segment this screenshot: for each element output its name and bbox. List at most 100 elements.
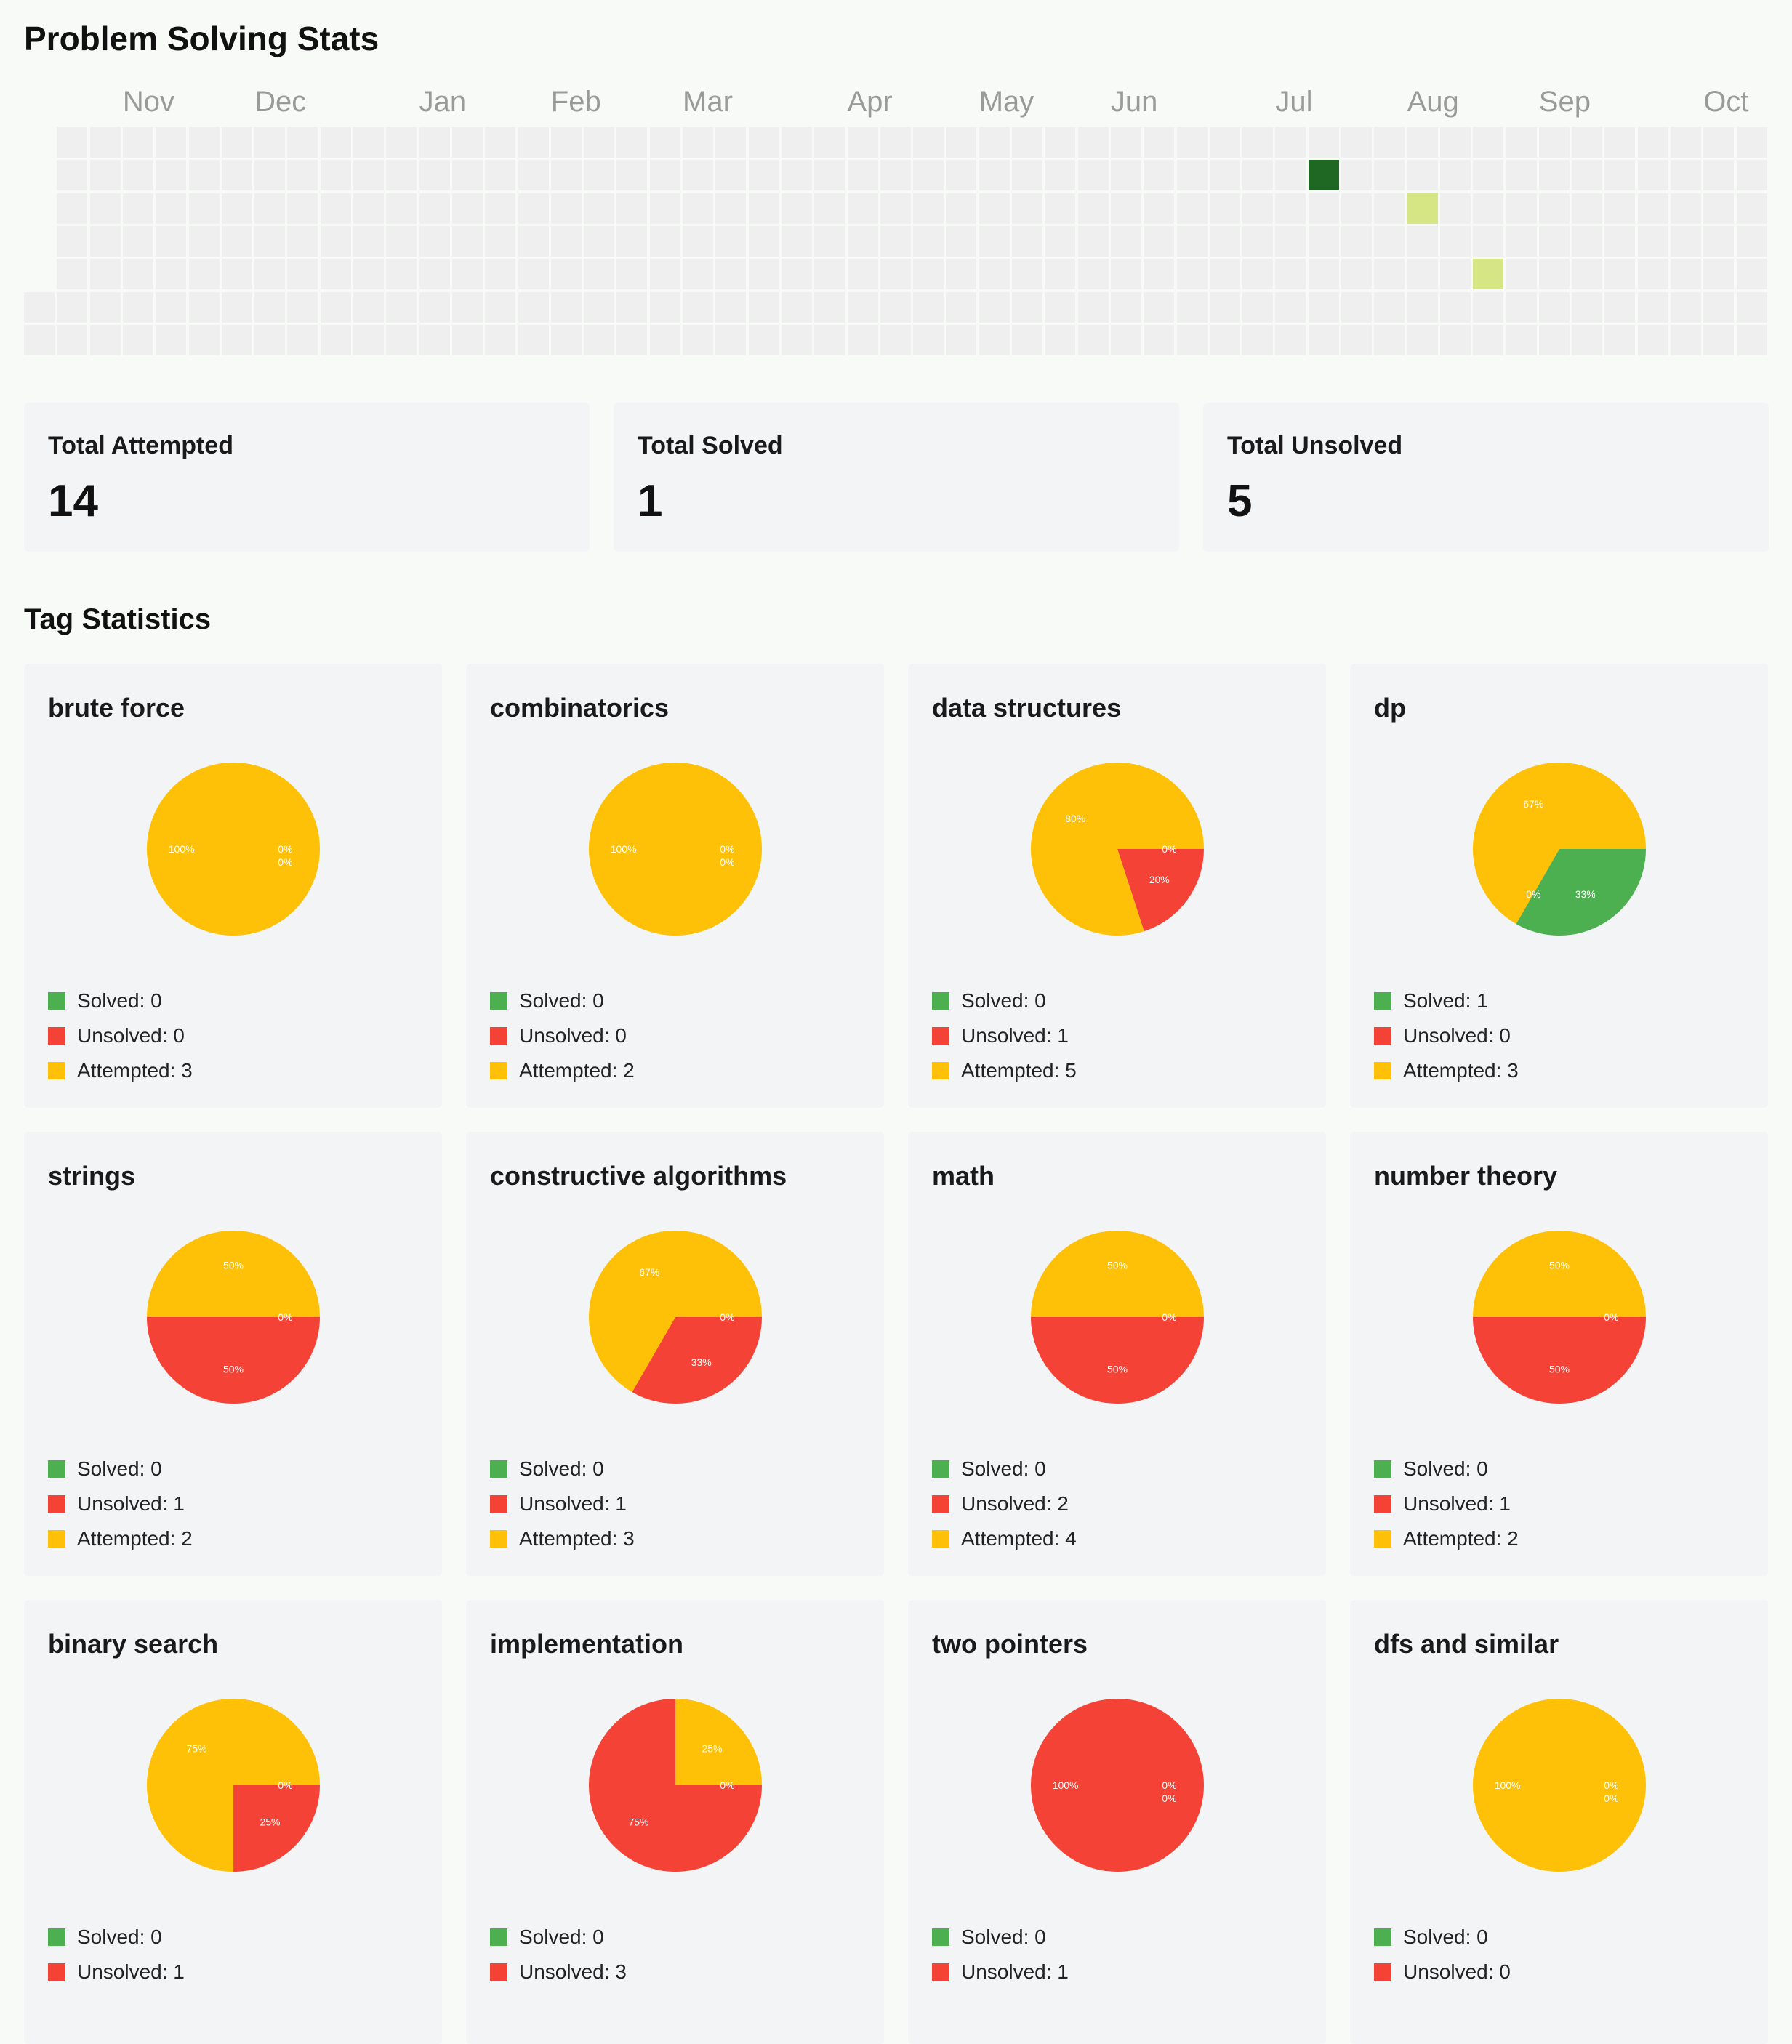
heatmap-cell: [1374, 160, 1405, 191]
legend-swatch: [932, 992, 949, 1010]
legend-text: Solved: 0: [961, 1457, 1046, 1480]
pie-label-solved: 0%: [720, 1779, 734, 1791]
legend-text: Solved: 0: [1403, 1457, 1488, 1480]
legend-item-solved: Solved: 0: [48, 983, 193, 1018]
pie-slice-attempted: [1031, 1231, 1204, 1317]
heatmap-cell: [1341, 291, 1372, 323]
heatmap-cell: [913, 259, 944, 290]
heatmap-cell: [485, 291, 516, 323]
heatmap-cell: [1374, 225, 1405, 257]
heatmap-cell: [89, 225, 121, 257]
heatmap-cell: [221, 291, 252, 323]
heatmap-cell: [353, 291, 384, 323]
legend-text: Solved: 0: [77, 1926, 162, 1948]
page-title: Problem Solving Stats: [24, 20, 379, 57]
heatmap-cell: [584, 259, 615, 290]
heatmap-cell: [89, 291, 121, 323]
pie-label-unsolved: 50%: [223, 1363, 244, 1375]
pie-label-attempted: 50%: [1549, 1260, 1570, 1271]
legend-swatch: [48, 1530, 65, 1548]
pie-label-unsolved: 25%: [260, 1816, 280, 1827]
heatmap-cell: [1538, 324, 1570, 355]
heatmap-cell: [814, 127, 845, 158]
heatmap-cell: [1703, 225, 1735, 257]
heatmap-cell: [880, 193, 911, 224]
pie-slice-attempted: [675, 1699, 762, 1785]
heatmap-cell: [880, 259, 911, 290]
pie-slice-attempted: [147, 763, 320, 936]
heatmap-cell: [320, 193, 351, 224]
heatmap-cell: [1110, 160, 1141, 191]
legend-text: Unsolved: 2: [961, 1492, 1069, 1515]
pie-label-attempted: 100%: [611, 843, 637, 855]
legend-swatch: [1374, 1495, 1391, 1513]
legend-swatch: [1374, 992, 1391, 1010]
heatmap-cell: [122, 193, 153, 224]
heatmap-cell: [1637, 160, 1668, 191]
stat-value: 5: [1227, 476, 1253, 526]
heatmap-cell: [946, 160, 977, 191]
heatmap-cell: [748, 259, 779, 290]
legend-item-attempted: Attempted: 5: [932, 1053, 1077, 1088]
month-label: Mar: [683, 86, 733, 118]
heatmap-cell: [584, 193, 615, 224]
heatmap-cell: [1341, 259, 1372, 290]
heatmap-cell: [946, 291, 977, 323]
heatmap-cell: [386, 259, 417, 290]
heatmap-cell: [814, 291, 845, 323]
heatmap-cell: [1538, 291, 1570, 323]
heatmap-cell: [880, 225, 911, 257]
legend-swatch: [490, 992, 507, 1010]
tag-card: strings 0% 50% 50% Solved: 0 Unsolved: 1 Attem…: [24, 1132, 442, 1576]
legend-swatch: [490, 1027, 507, 1045]
heatmap-cell: [748, 127, 779, 158]
heatmap-cell: [1736, 225, 1767, 257]
heatmap-cell: [518, 193, 549, 224]
heatmap-cell: [1703, 259, 1735, 290]
heatmap-cell: [156, 193, 187, 224]
heatmap-cell: [353, 225, 384, 257]
heatmap-cell: [1144, 127, 1175, 158]
heatmap-cell: [320, 160, 351, 191]
heatmap-cell: [1045, 324, 1076, 355]
legend-swatch: [932, 1963, 949, 1981]
stat-label: Total Solved: [638, 432, 783, 459]
legend-swatch: [1374, 1928, 1391, 1946]
tag-title: dfs and similar: [1374, 1629, 1559, 1659]
pie-label-unsolved: 0%: [278, 856, 292, 868]
tag-card: implementation 0% 75% 25% Solved: 0 Unsolved:…: [466, 1600, 884, 2044]
heatmap-cell: [254, 160, 286, 191]
heatmap-cell: [1604, 193, 1636, 224]
heatmap-cell: [1506, 160, 1537, 191]
heatmap-cell: [156, 324, 187, 355]
legend-item-attempted: Attempted: 2: [490, 1053, 635, 1088]
heatmap-cell: [1176, 291, 1208, 323]
heatmap-cell: [57, 324, 88, 355]
heatmap-cell: [781, 259, 812, 290]
heatmap-cell: [1671, 259, 1701, 290]
legend-text: Unsolved: 1: [961, 1960, 1069, 1983]
heatmap-cell: [287, 291, 318, 323]
heatmap-cell: [254, 291, 286, 323]
heatmap-cell: [748, 160, 779, 191]
heatmap-cell: [518, 225, 549, 257]
heatmap-cell: [188, 225, 220, 257]
heatmap-cell: [1176, 324, 1208, 355]
heatmap-cell: [1144, 324, 1175, 355]
heatmap-cell: [518, 291, 549, 323]
heatmap-cell: [419, 324, 450, 355]
heatmap-cell: [913, 324, 944, 355]
pie-label-unsolved: 0%: [720, 856, 734, 868]
month-label: Dec: [254, 86, 307, 118]
pie-chart: 0%0% 100%: [589, 763, 762, 936]
pie-label-solved: 0%: [720, 1311, 734, 1323]
heatmap-cell: [419, 225, 450, 257]
pie-legend: Solved: 0 Unsolved: 2 Attempted: 4: [932, 1452, 1077, 1556]
heatmap-cell: [485, 127, 516, 158]
heatmap-cell: [550, 193, 582, 224]
heatmap-cell: [1703, 291, 1735, 323]
legend-swatch: [490, 1062, 507, 1079]
heatmap-cell: [89, 160, 121, 191]
legend-item-unsolved: Unsolved: 1: [932, 1018, 1077, 1053]
heatmap-cell: [913, 160, 944, 191]
